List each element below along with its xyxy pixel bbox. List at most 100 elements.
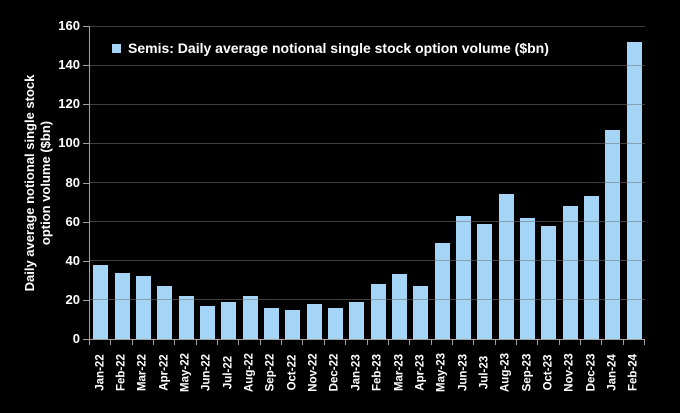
bar: [221, 301, 237, 339]
x-tick-label: Feb-23: [371, 353, 384, 392]
x-tick: [89, 340, 90, 345]
y-tick: [83, 339, 89, 340]
x-tick: [558, 340, 560, 345]
y-tick-label: 80: [65, 174, 80, 190]
x-tick-label: Oct-22: [286, 354, 299, 391]
bar: [306, 303, 322, 339]
x-tick-label: May-22: [179, 353, 192, 392]
x-tick: [131, 340, 133, 345]
bar: [456, 215, 472, 339]
x-tick: [195, 340, 197, 345]
x-tick-label: Jul-23: [478, 355, 491, 390]
x-tick-label: Apr-22: [158, 354, 171, 391]
bar: [434, 243, 450, 339]
x-tick-label: Oct-23: [542, 354, 555, 391]
bar: [626, 41, 642, 339]
x-tick: [281, 340, 283, 345]
bar: [327, 307, 343, 339]
x-tick: [153, 340, 155, 345]
y-tick-label: 20: [65, 291, 80, 307]
x-tick-label: Jul-22: [222, 355, 235, 390]
x-tick: [259, 340, 261, 345]
gridline: [90, 142, 645, 144]
gridline: [90, 299, 645, 301]
x-tick: [622, 340, 624, 345]
y-tick: [83, 221, 89, 223]
bar: [178, 295, 194, 339]
legend-swatch-icon: [112, 43, 121, 53]
y-tick-label: 40: [65, 252, 80, 268]
y-tick-label: 100: [58, 135, 80, 151]
gridline: [90, 25, 645, 27]
x-tick-label: Jan-22: [94, 354, 107, 391]
x-tick-label: Aug-23: [499, 353, 512, 392]
x-tick-label: Feb-24: [627, 353, 640, 392]
x-tick-label: Jan-24: [606, 354, 619, 391]
gridline: [90, 260, 645, 262]
x-tick: [238, 340, 240, 345]
bar: [498, 194, 514, 339]
x-tick-label: Sep-22: [264, 353, 277, 392]
bar: [370, 284, 386, 339]
x-tick-label: Nov-22: [307, 353, 320, 392]
x-tick-label: Dec-22: [328, 353, 341, 392]
bar: [562, 205, 578, 339]
bar: [157, 286, 173, 339]
gridline: [90, 103, 645, 105]
x-tick-label: Nov-23: [563, 353, 576, 392]
x-tick: [323, 340, 325, 345]
bar: [93, 264, 109, 339]
y-tick-label: 140: [58, 57, 80, 73]
y-tick: [83, 104, 89, 106]
x-tick: [537, 340, 539, 345]
bar: [605, 129, 621, 339]
x-tick-label: May-23: [435, 353, 448, 392]
y-tick-label: 120: [58, 96, 80, 112]
bar: [135, 276, 151, 339]
x-tick-label: Mar-23: [393, 353, 406, 392]
y-tick-label: 160: [58, 18, 80, 33]
bar: [263, 307, 279, 339]
bar: [199, 305, 215, 339]
x-tick: [409, 340, 411, 345]
bar: [477, 223, 493, 339]
x-tick: [174, 340, 176, 345]
x-tick: [451, 340, 453, 345]
x-tick: [110, 340, 112, 345]
x-tick: [387, 340, 389, 345]
y-tick: [83, 26, 89, 27]
x-tick-label: Mar-22: [136, 353, 149, 392]
gridline: [90, 221, 645, 223]
gridline: [90, 64, 645, 66]
y-tick: [83, 260, 89, 262]
bar: [541, 225, 557, 339]
bar: [392, 274, 408, 339]
x-tick: [579, 340, 581, 345]
x-tick: [430, 340, 432, 345]
y-tick: [83, 143, 89, 145]
legend-label: Semis: Daily average notional single sto…: [128, 40, 549, 56]
bar: [584, 196, 600, 339]
plot-area: [89, 25, 645, 340]
bar: [413, 286, 429, 339]
x-tick: [345, 340, 347, 345]
bar: [520, 217, 536, 339]
y-tick-label: 60: [65, 213, 80, 229]
x-tick: [473, 340, 475, 345]
legend: Semis: Daily average notional single sto…: [112, 40, 549, 56]
x-tick-label: Aug-22: [243, 353, 256, 392]
x-tick-label: Sep-23: [521, 353, 534, 392]
x-tick-label: Dec-23: [585, 353, 598, 392]
y-tick: [83, 299, 89, 301]
bar: [114, 272, 130, 339]
x-tick-label: Apr-23: [414, 354, 427, 391]
x-tick: [515, 340, 517, 345]
y-tick: [83, 65, 89, 67]
y-tick: [83, 182, 89, 184]
bar: [242, 295, 258, 339]
x-tick: [302, 340, 304, 345]
x-tick-label: Jun-22: [200, 353, 213, 392]
x-tick: [601, 340, 603, 345]
x-tick: [366, 340, 368, 345]
gridline: [90, 182, 645, 183]
